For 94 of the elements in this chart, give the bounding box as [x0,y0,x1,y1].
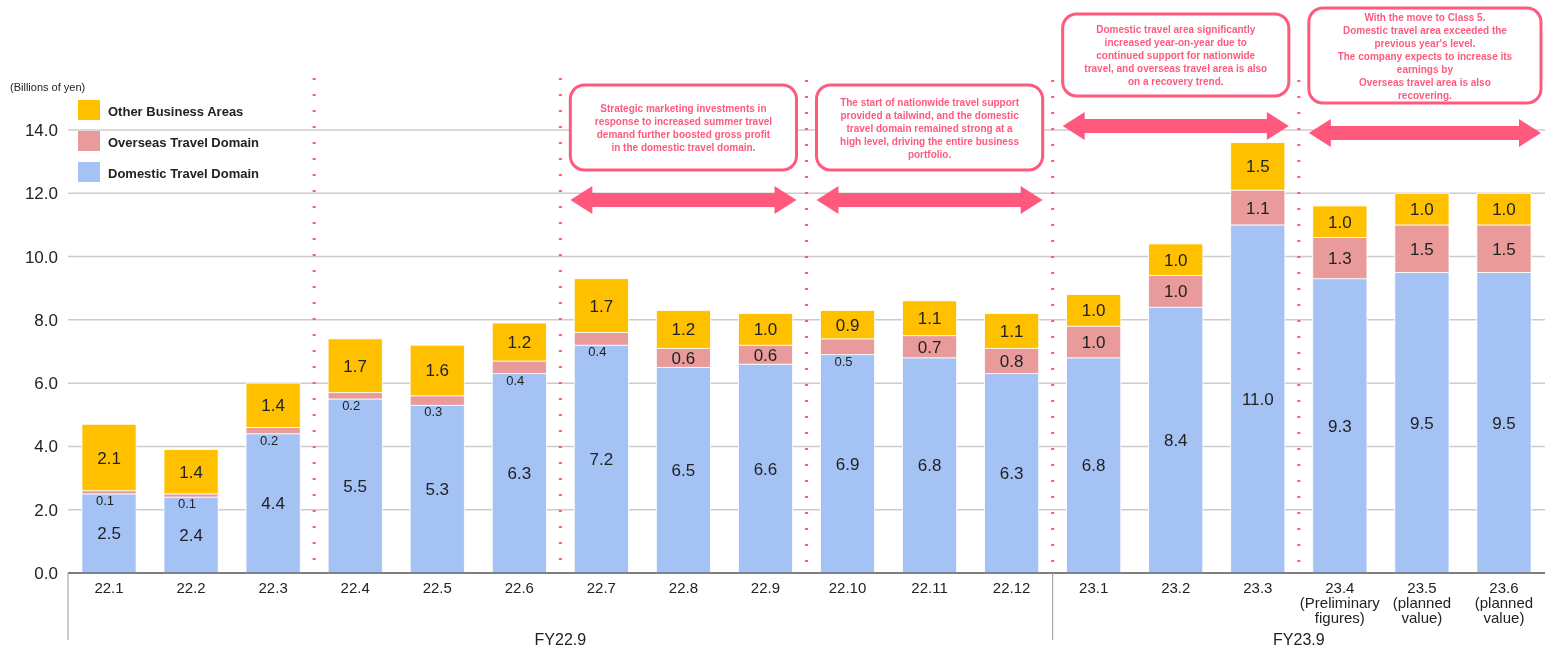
y-tick-label: 0.0 [34,564,58,583]
data-label: 0.6 [671,348,696,368]
bar [163,449,219,495]
data-label: 0.9 [835,315,860,335]
x-tick-label: 23.5 (planned value) [1392,579,1452,626]
data-label: 1.1 [1245,198,1270,218]
data-label: 6.8 [1081,456,1106,476]
data-label: 0.2 [260,432,279,448]
x-tick-label: 23.3 [1243,579,1273,596]
data-label: 6.9 [835,454,860,474]
data-label: 7.2 [589,450,614,470]
y-tick-label: 6.0 [34,374,58,394]
data-label: 2.5 [97,524,121,544]
data-label: 0.5 [834,353,853,369]
data-label: 5.3 [425,480,450,500]
data-label: 1.4 [179,462,203,482]
data-label: 0.1 [178,496,197,512]
x-tick-label: 22.8 [668,579,699,596]
data-label: 2.4 [179,526,203,546]
annotation: The start of nationwide travel support provided a tailwind, and the domestic travel domain remained strong at a high level, driving the entire business portfolio. [840,96,1020,160]
data-label: 9.5 [1492,413,1516,433]
x-tick-label: 23.4 (Preliminary figures) [1299,579,1381,626]
data-label: 1.0 [1163,250,1188,270]
data-label: 1.1 [917,309,942,329]
data-label: 4.4 [261,494,285,514]
x-tick-label: 22.11 [911,579,948,596]
data-label: 9.3 [1328,416,1352,436]
x-tick-label: 22.7 [586,579,616,596]
data-label: 6.8 [917,456,942,476]
legend-label: Other Business Areas [108,104,244,119]
data-label: 1.4 [261,396,285,416]
data-label: 11.0 [1241,389,1274,409]
x-tick-label: 23.6 (planned value) [1474,579,1534,626]
data-label: 1.7 [589,296,614,316]
data-label: 0.6 [753,345,778,365]
x-tick-label: 22.3 [258,579,288,596]
data-label: 1.7 [343,356,368,376]
data-label: 1.0 [1410,200,1434,220]
data-label: 0.7 [917,337,942,357]
data-label: 0.8 [999,351,1024,371]
bar [163,496,219,574]
data-label: 6.5 [671,461,696,481]
data-label: 0.4 [588,344,607,360]
annotation: Strategic marketing investments in response to increased summer travel demand further boosted gross profit in the domestic travel domain. [594,103,773,153]
text: With the move to Class 5. Domestic travel area exceeded the previous year's level. The company expects to increase its earnings by Overseas travel area is also recovering. [1337,11,1513,101]
y-tick-label: 10.0 [24,247,58,267]
data-label: 0.1 [95,492,115,508]
y-tick-label: 14.0 [24,121,58,140]
data-label: 1.5 [1410,239,1434,259]
bar [81,493,137,574]
data-label: 6.3 [999,464,1024,484]
text: Domestic travel area significantly increased year-on-year due to continued support for nationwide travel, and overseas travel area is also on a recovery trend. [1084,24,1268,87]
legend-label: Overseas Travel Domain [108,135,260,150]
data-label: 0.2 [342,397,361,413]
data-label: 1.0 [1163,282,1188,302]
y-tick-label: 12.0 [24,184,58,204]
data-label: 8.4 [1163,431,1188,451]
text: FY22.9 [534,631,587,648]
legend-label: Domestic Travel Domain [108,166,260,181]
data-label: 1.0 [1081,333,1106,353]
data-label: 1.5 [1245,157,1270,177]
data-label: 0.4 [506,372,525,388]
y-tick-label: 8.0 [34,310,58,330]
x-tick-label: 23.1 [1079,579,1109,596]
data-label: 1.6 [425,361,450,381]
data-label: 1.5 [1492,239,1516,259]
bar [81,423,137,492]
x-tick-label: 22.6 [504,579,534,596]
data-label: 6.3 [507,464,532,484]
y-tick-label: 4.0 [34,437,58,457]
data-label: 1.2 [507,333,532,353]
text: FY23.9 [1273,631,1325,648]
y-tick-label: 2.0 [34,500,58,520]
data-label: 1.0 [1081,301,1106,321]
data-label: 2.1 [97,448,121,468]
data-label: 9.5 [1410,413,1434,433]
y-axis-title: (Billions of yen) [10,81,86,93]
x-tick-label: 22.4 [340,579,370,596]
x-tick-label: 22.9 [750,579,781,596]
x-tick-label: 22.5 [422,579,452,596]
x-tick-label: 22.2 [176,579,206,596]
x-tick-label: 22.1 [94,579,124,596]
data-label: 5.5 [343,476,368,496]
data-label: 1.0 [1492,200,1516,220]
data-label: 1.2 [671,320,696,340]
data-label: 6.6 [753,459,778,479]
data-label: 0.3 [424,404,443,420]
data-label: 1.1 [999,321,1024,341]
data-label: 1.0 [1328,212,1352,232]
data-label: 1.3 [1328,249,1352,269]
x-tick-label: 23.2 [1161,579,1191,596]
x-tick-label: 22.12 [992,579,1031,596]
data-label: 1.0 [753,320,778,340]
x-tick-label: 22.10 [828,579,867,596]
